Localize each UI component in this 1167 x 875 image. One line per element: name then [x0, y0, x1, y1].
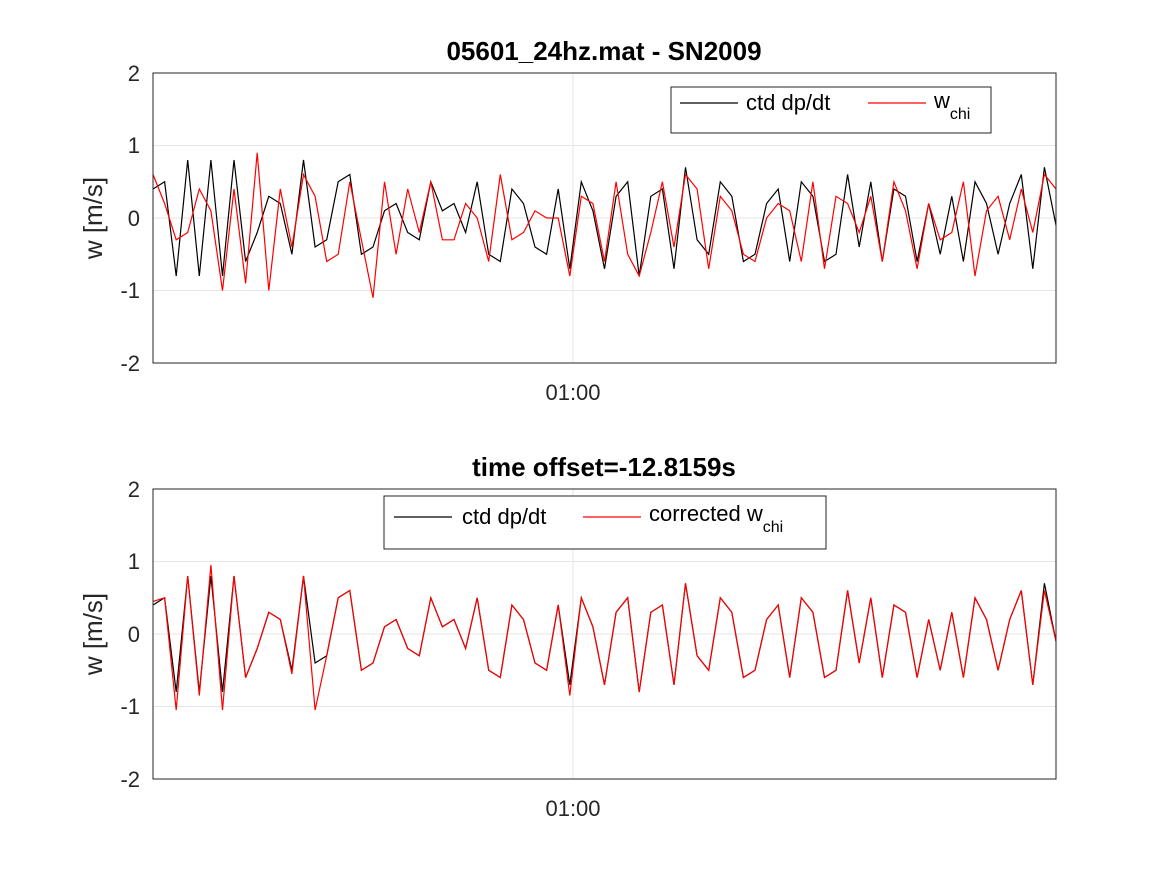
bottom-legend-label-chi-main: corrected w	[649, 501, 763, 526]
bottom-legend-label-chi-sub: chi	[763, 519, 783, 536]
bottom-ytick-m2: -2	[120, 767, 140, 792]
bottom-chart-title: time offset=-12.8159s	[472, 452, 736, 482]
top-xtick-0100: 01:00	[545, 380, 600, 405]
bottom-series-chi-line	[152, 565, 1057, 711]
bottom-y-axis-label: w [m/s]	[78, 593, 108, 676]
bottom-ytick-0: 0	[128, 622, 140, 647]
bottom-xtick-0100: 01:00	[545, 796, 600, 821]
bottom-legend-label-ctd: ctd dp/dt	[462, 504, 546, 529]
top-legend-label-ctd: ctd dp/dt	[746, 90, 830, 115]
top-series-ctd	[152, 159, 1057, 277]
top-y-ticks: 2 1 0 -1 -2	[120, 61, 140, 376]
top-ytick-2: 2	[128, 61, 140, 86]
top-chart-title: 05601_24hz.mat - SN2009	[446, 36, 761, 66]
bottom-legend-label-chi: corrected wchi	[649, 501, 783, 536]
bottom-ytick-2: 2	[128, 477, 140, 502]
top-ytick-m2: -2	[120, 351, 140, 376]
bottom-legend: ctd dp/dt corrected wchi	[383, 495, 827, 550]
top-subplot: 05601_24hz.mat - SN2009 2 1 0 -1 -2 01:0…	[78, 36, 1057, 405]
top-legend-label-chi-main: w	[933, 88, 950, 113]
bottom-subplot: time offset=-12.8159s 2 1 0 -1 -2 01:00 …	[78, 452, 1057, 821]
top-series-chi-line	[152, 152, 1057, 298]
top-series-ctd-line	[152, 159, 1057, 277]
top-ytick-m1: -1	[120, 278, 140, 303]
bottom-legend-box	[383, 495, 827, 550]
top-axes-box	[152, 72, 1057, 364]
top-ytick-1: 1	[128, 133, 140, 158]
bottom-y-ticks: 2 1 0 -1 -2	[120, 477, 140, 792]
top-grid	[153, 73, 1056, 363]
top-legend: ctd dp/dt wchi	[670, 86, 992, 134]
top-ytick-0: 0	[128, 206, 140, 231]
bottom-axes-box	[152, 488, 1057, 780]
bottom-series-chi	[152, 565, 1057, 711]
top-legend-label-chi-sub: chi	[950, 106, 970, 123]
top-legend-box	[670, 86, 992, 134]
top-y-axis-label: w [m/s]	[78, 177, 108, 260]
top-legend-label-chi: wchi	[933, 88, 970, 123]
top-series-chi	[152, 152, 1057, 298]
bottom-ytick-m1: -1	[120, 694, 140, 719]
bottom-ytick-1: 1	[128, 549, 140, 574]
